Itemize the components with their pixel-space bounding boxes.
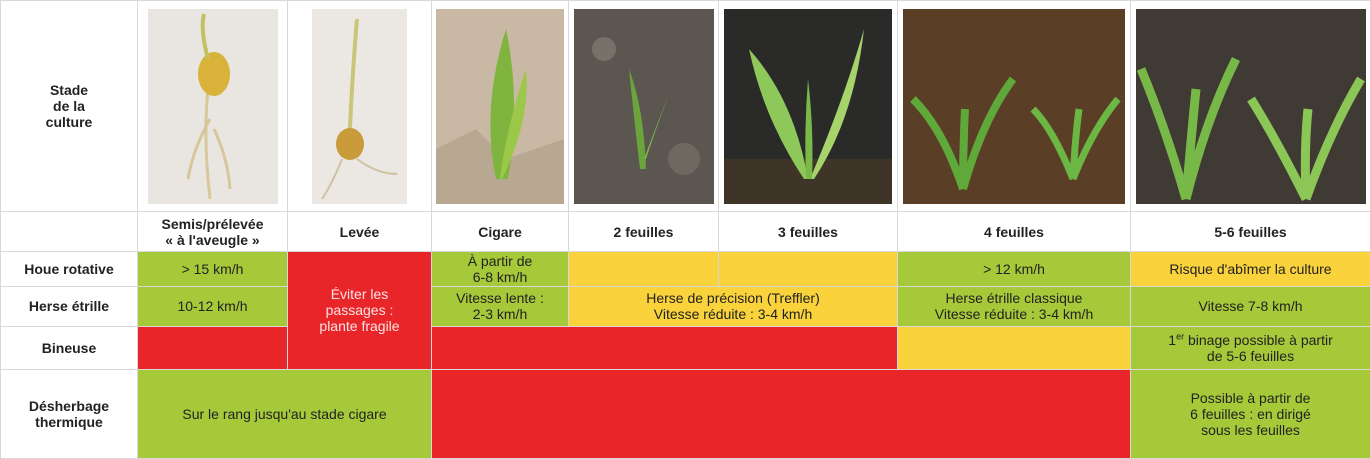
weeding-table: Stadede laculture Semis/prélevée« à l'av… [0, 0, 1370, 459]
photo [724, 9, 892, 204]
stage-text: « à l'aveugle » [142, 232, 283, 248]
photo-cell [138, 1, 288, 212]
stage-label: 4 feuilles [898, 212, 1131, 251]
cell-text: Risque d'abîmer la culture [1135, 261, 1366, 277]
cell: > 12 km/h [898, 251, 1131, 286]
cell-text: 1er binage possible à partir [1135, 332, 1366, 348]
cell: Vitesse lente :2-3 km/h [432, 287, 569, 326]
cell-text: Vitesse réduite : 3-4 km/h [902, 306, 1126, 322]
stage-text: Semis/prélevée [142, 216, 283, 232]
cell-text: 2-3 km/h [436, 306, 564, 322]
cell-text: 1 [1168, 332, 1176, 348]
stage-label: 3 feuilles [719, 212, 898, 251]
cell: Sur le rang jusqu'au stade cigare [138, 369, 432, 458]
cell [898, 326, 1131, 369]
photo-cell [569, 1, 719, 212]
photo [436, 9, 564, 204]
cell-text: 10-12 km/h [142, 298, 283, 314]
photo [903, 9, 1125, 204]
cell-text: Vitesse 7-8 km/h [1135, 298, 1366, 314]
cell [432, 369, 1131, 458]
cell-text: sous les feuilles [1135, 422, 1366, 438]
stage-label: 2 feuilles [569, 212, 719, 251]
stage-label: Levée [288, 212, 432, 251]
photo [574, 9, 714, 204]
cell-text: 6-8 km/h [436, 269, 564, 285]
cell-text: passages : [292, 302, 427, 318]
photo [312, 9, 407, 204]
cell-text: 6 feuilles : en dirigé [1135, 406, 1366, 422]
cell-text: > 12 km/h [902, 261, 1126, 277]
stage-label: 5-6 feuilles [1131, 212, 1370, 251]
photo-cell [898, 1, 1131, 212]
header-text: culture [5, 114, 133, 130]
stage-label: Semis/prélevée« à l'aveugle » [138, 212, 288, 251]
cell-text: plante fragile [292, 318, 427, 334]
header-text: Stade [5, 82, 133, 98]
row-label-text: Désherbage [5, 398, 133, 414]
cell-text: Éviter les [292, 286, 427, 302]
cell: Herse de précision (Treffler)Vitesse réd… [569, 287, 898, 326]
cell [569, 251, 719, 286]
cell-text: > 15 km/h [142, 261, 283, 277]
row-label: Houe rotative [1, 251, 138, 286]
photo-cell [432, 1, 569, 212]
cell-text: Possible à partir de [1135, 390, 1366, 406]
photo-cell [288, 1, 432, 212]
cell-text: de 5-6 feuilles [1135, 348, 1366, 364]
cell: 10-12 km/h [138, 287, 288, 326]
header-text: de la [5, 98, 133, 114]
photo [148, 9, 278, 204]
cell: Vitesse 7-8 km/h [1131, 287, 1370, 326]
row-label: Bineuse [1, 326, 138, 369]
cell-text: Vitesse lente : [436, 290, 564, 306]
photo [1136, 9, 1366, 204]
cell-text: À partir de [436, 253, 564, 269]
row-label: Herse étrille [1, 287, 138, 326]
photo-cell [719, 1, 898, 212]
cell-text: Herse étrille classique [902, 290, 1126, 306]
cell-text: Herse de précision (Treffler) [573, 290, 893, 306]
cell-text: Vitesse réduite : 3-4 km/h [573, 306, 893, 322]
row-label-text: thermique [5, 414, 133, 430]
cell-text: binage possible à partir [1188, 332, 1333, 348]
stage-label: Cigare [432, 212, 569, 251]
cell: Risque d'abîmer la culture [1131, 251, 1370, 286]
cell [432, 326, 898, 369]
cell: > 15 km/h [138, 251, 288, 286]
cell-text: Sur le rang jusqu'au stade cigare [142, 406, 427, 422]
superscript: er [1176, 331, 1184, 341]
cell [138, 326, 288, 369]
cell [719, 251, 898, 286]
empty-cell [1, 212, 138, 251]
photo-cell [1131, 1, 1370, 212]
